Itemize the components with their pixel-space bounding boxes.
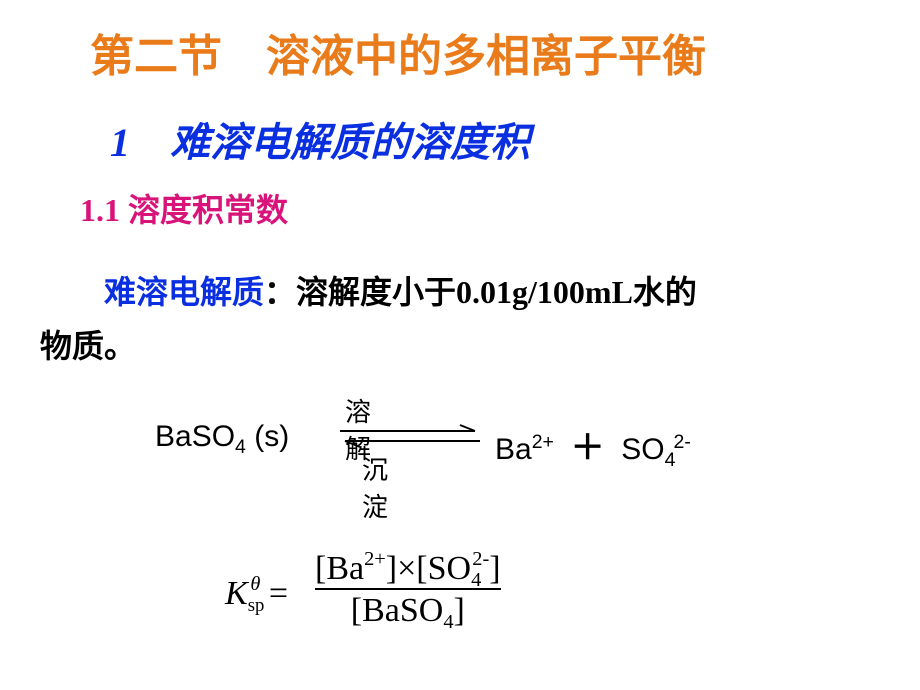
eq2-num-sup2: 2-	[472, 548, 489, 570]
para-line2: 物质。	[40, 328, 136, 364]
heading-1-1: 1.1 溶度积常数	[80, 185, 288, 231]
eq2-fraction: [Ba2+]×[SO42-] [BaSO4]	[315, 550, 501, 630]
eq1-species: BaSO	[155, 420, 235, 453]
eq1-sub: 4	[235, 436, 246, 458]
para-value: 0.01g/100mL	[456, 274, 633, 310]
eq2-num-mid: ]×[SO	[386, 550, 471, 587]
eq2-num-sub2: 4	[471, 569, 481, 591]
paragraph: 难溶电解质：溶解度小于0.01g/100mL水的 物质。	[40, 265, 697, 374]
eq2-den-close: ]	[454, 592, 465, 629]
eq2-num-open: [Ba	[315, 550, 364, 587]
eq2-den-open: [BaSO	[351, 592, 444, 629]
eq2-numerator: [Ba2+]×[SO42-]	[315, 550, 501, 588]
eq2-denominator: [BaSO4]	[315, 588, 501, 630]
eq1-state: (s)	[246, 420, 289, 453]
eq1-reactant: BaSO4 (s)	[155, 420, 289, 459]
eq2-eq: =	[260, 575, 288, 612]
eq1-p1: Ba	[495, 433, 532, 466]
eq2-K: K	[225, 575, 248, 612]
heading-1: 1 难溶电解质的溶度积	[110, 110, 530, 168]
slide-title: 第二节 溶液中的多相离子平衡	[90, 20, 706, 84]
eq1-p2: SO	[621, 433, 664, 466]
eq2-num-sup1: 2+	[364, 548, 386, 570]
equilibrium-arrow-icon	[335, 421, 485, 459]
eq1-products: Ba2+ ＋ SO42-	[495, 420, 691, 472]
heading-num: 1.1	[80, 192, 120, 228]
eq1-p1-sup: 2+	[532, 431, 554, 453]
eq1-p2-sup: 2-	[674, 431, 691, 453]
eq2-lhs: Kspθ =	[225, 575, 288, 613]
eq2-theta: θ	[250, 573, 260, 595]
eq2-sp: sp	[248, 595, 265, 616]
eq1-reverse-label: 沉淀	[362, 450, 388, 524]
heading-txt: 溶度积常数	[120, 192, 288, 228]
eq1-plus: ＋	[571, 429, 605, 467]
para-text-2: 水的	[633, 274, 697, 310]
eq2-num-close: ]	[489, 550, 500, 587]
eq2-den-sub: 4	[443, 611, 453, 633]
term: 难溶电解质	[40, 274, 264, 310]
para-text-1: ：溶解度小于	[264, 274, 456, 310]
